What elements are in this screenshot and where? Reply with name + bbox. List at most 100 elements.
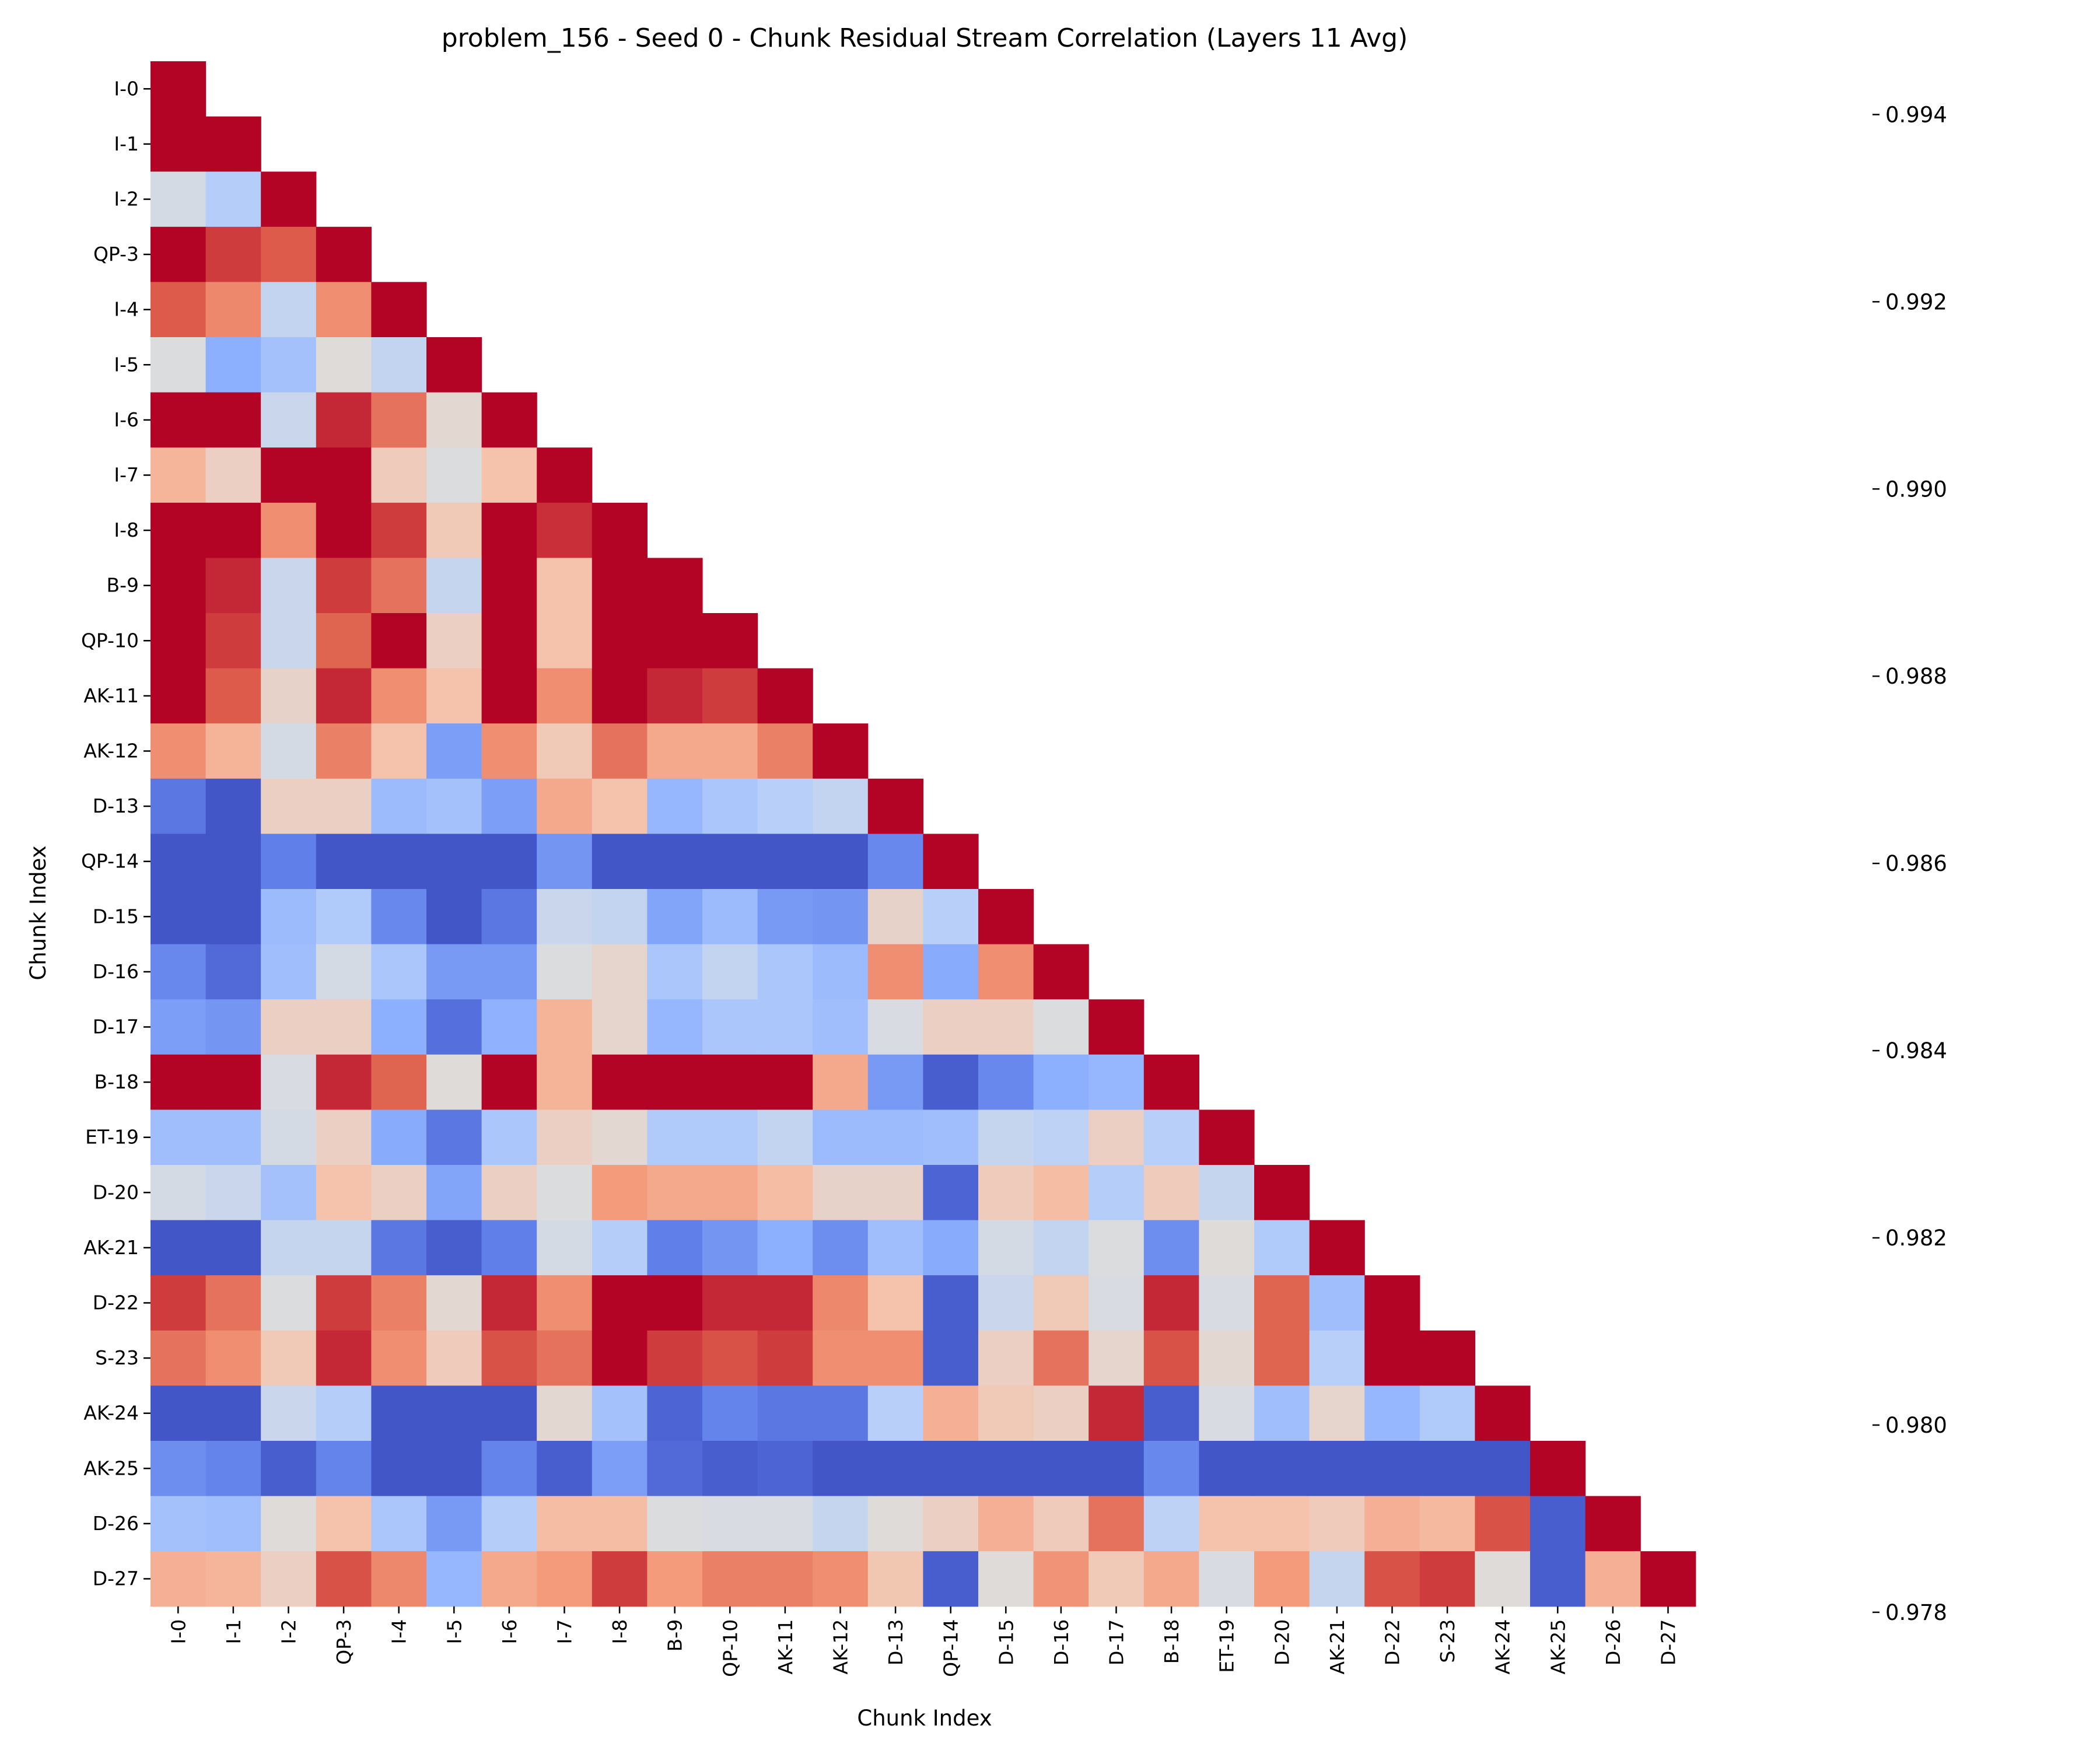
heatmap-cell-D-20-D-20 — [1254, 1165, 1310, 1221]
heatmap-cell-ET-19-AK-11 — [757, 1110, 813, 1166]
colorbar-tick-label: 0.980 — [1885, 1413, 1947, 1438]
heatmap-cell-AK-25-I-0 — [150, 1441, 206, 1497]
heatmap-cell-I-6-I-5 — [426, 392, 482, 448]
heatmap-cell-I-7-I-1 — [205, 447, 261, 503]
heatmap-cell-AK-11-QP-10 — [702, 668, 758, 724]
heatmap-cell-D-27-D-26 — [1585, 1551, 1641, 1607]
heatmap-cell-D-20-I-4 — [371, 1165, 427, 1221]
x-tick-label-ET-19: ET-19 — [1216, 1619, 1238, 1673]
heatmap-cell-AK-12-AK-11 — [757, 723, 813, 779]
heatmap-cell-D-27-D-16 — [1033, 1551, 1089, 1607]
heatmap-cell-QP-10-I-6 — [481, 613, 537, 669]
heatmap-cell-D-26-I-6 — [481, 1496, 537, 1552]
heatmap-cell-D-15-QP-10 — [702, 889, 758, 945]
heatmap-cell-AK-11-I-2 — [261, 668, 317, 724]
heatmap-cell-D-27-AK-11 — [757, 1551, 813, 1607]
heatmap-cell-D-16-B-9 — [647, 944, 703, 1000]
y-tick-label-B-9: B-9 — [106, 574, 139, 597]
heatmap-cell-D-20-I-7 — [537, 1165, 593, 1221]
heatmap-cell-QP-10-I-1 — [205, 613, 261, 669]
colorbar-tick-label: 0.986 — [1885, 851, 1947, 876]
heatmap-cell-ET-19-D-13 — [867, 1110, 923, 1166]
heatmap-cell-D-16-AK-12 — [813, 944, 869, 1000]
heatmap-cell-I-8-I-5 — [426, 502, 482, 558]
heatmap-cell-AK-25-D-15 — [978, 1441, 1034, 1497]
heatmap-cell-D-27-D-22 — [1364, 1551, 1420, 1607]
heatmap-cell-QP-14-QP-14 — [923, 834, 979, 890]
heatmap-cell-D-16-I-8 — [592, 944, 648, 1000]
heatmap-cell-D-16-AK-11 — [757, 944, 813, 1000]
heatmap-cell-S-23-I-6 — [481, 1330, 537, 1386]
heatmap-cell-D-16-QP-14 — [923, 944, 979, 1000]
heatmap-cell-S-23-I-2 — [261, 1330, 317, 1386]
heatmap-cell-D-20-ET-19 — [1199, 1165, 1255, 1221]
heatmap-cell-QP-14-I-8 — [592, 834, 648, 890]
heatmap-cell-AK-21-AK-12 — [813, 1220, 869, 1276]
heatmap-cell-I-6-I-6 — [481, 392, 537, 448]
heatmap-cell-I-4-I-0 — [150, 282, 206, 338]
x-tick-label-AK-21: AK-21 — [1326, 1619, 1349, 1675]
heatmap-cell-I-7-QP-3 — [316, 447, 372, 503]
heatmap-cell-D-22-D-17 — [1088, 1275, 1144, 1331]
heatmap-cell-S-23-I-4 — [371, 1330, 427, 1386]
heatmap-cell-I-6-I-4 — [371, 392, 427, 448]
heatmap-cell-D-22-I-5 — [426, 1275, 482, 1331]
heatmap-cell-D-27-I-2 — [261, 1551, 317, 1607]
heatmap-cell-D-26-I-2 — [261, 1496, 317, 1552]
heatmap-cell-D-20-I-0 — [150, 1165, 206, 1221]
heatmap-cell-AK-11-I-7 — [537, 668, 593, 724]
heatmap-cell-D-13-I-6 — [481, 778, 537, 834]
heatmap-cell-QP-10-I-2 — [261, 613, 317, 669]
heatmap-cell-D-17-D-16 — [1033, 999, 1089, 1055]
heatmap-cell-S-23-D-17 — [1088, 1330, 1144, 1386]
heatmap-cell-D-16-D-13 — [867, 944, 923, 1000]
heatmap-cell-D-27-AK-21 — [1309, 1551, 1365, 1607]
heatmap-cell-D-26-I-4 — [371, 1496, 427, 1552]
heatmap-cell-QP-14-I-2 — [261, 834, 317, 890]
heatmap-cell-B-18-I-0 — [150, 1054, 206, 1110]
y-tick-label-D-15: D-15 — [93, 905, 139, 928]
heatmap-cell-ET-19-I-5 — [426, 1110, 482, 1166]
colorbar-tick-label: 0.992 — [1885, 289, 1947, 314]
heatmap-cell-D-27-I-1 — [205, 1551, 261, 1607]
y-axis-ticks: I-0 I-1 I-2 QP-3 I-4 I-5 I-6 I-7 I-8 B-9 QP-10 AK-1… — [81, 77, 150, 1590]
heatmap-cell-AK-21-D-13 — [867, 1220, 923, 1276]
heatmap-cell-D-13-QP-3 — [316, 778, 372, 834]
heatmap-cell-D-17-I-7 — [537, 999, 593, 1055]
heatmap-cell-AK-25-D-17 — [1088, 1441, 1144, 1497]
heatmap-cell-D-22-I-6 — [481, 1275, 537, 1331]
heatmap-cell-S-23-QP-14 — [923, 1330, 979, 1386]
heatmap-cell-D-13-I-4 — [371, 778, 427, 834]
heatmap-cell-AK-11-I-8 — [592, 668, 648, 724]
heatmap-cell-AK-24-I-0 — [150, 1385, 206, 1441]
heatmap-cell-B-18-B-18 — [1143, 1054, 1199, 1110]
heatmap-cell-AK-21-D-20 — [1254, 1220, 1310, 1276]
heatmap-cells — [150, 61, 1696, 1607]
heatmap-cell-S-23-I-5 — [426, 1330, 482, 1386]
heatmap-cell-D-20-B-18 — [1143, 1165, 1199, 1221]
heatmap-cell-D-27-QP-3 — [316, 1551, 372, 1607]
heatmap-cell-B-9-B-9 — [647, 558, 703, 614]
heatmap-cell-D-26-D-13 — [867, 1496, 923, 1552]
x-axis-label: Chunk Index — [857, 1706, 992, 1731]
heatmap-cell-D-13-I-8 — [592, 778, 648, 834]
heatmap-cell-I-4-I-1 — [205, 282, 261, 338]
heatmap-cell-S-23-AK-12 — [813, 1330, 869, 1386]
heatmap-cell-I-6-I-0 — [150, 392, 206, 448]
heatmap-cell-ET-19-B-18 — [1143, 1110, 1199, 1166]
heatmap-cell-AK-21-I-6 — [481, 1220, 537, 1276]
heatmap-cell-D-15-I-4 — [371, 889, 427, 945]
heatmap-cell-B-18-I-2 — [261, 1054, 317, 1110]
heatmap-cell-QP-10-B-9 — [647, 613, 703, 669]
heatmap-cell-AK-21-I-2 — [261, 1220, 317, 1276]
heatmap-cell-D-27-QP-14 — [923, 1551, 979, 1607]
heatmap-cell-D-27-QP-10 — [702, 1551, 758, 1607]
x-tick-label-QP-3: QP-3 — [332, 1619, 355, 1665]
heatmap-cell-B-18-AK-12 — [813, 1054, 869, 1110]
x-tick-label-S-23: S-23 — [1436, 1619, 1459, 1663]
colorbar-tick-label: 0.982 — [1885, 1226, 1947, 1251]
heatmap-cell-D-22-D-16 — [1033, 1275, 1089, 1331]
heatmap-cell-D-13-I-0 — [150, 778, 206, 834]
heatmap-cell-AK-24-D-16 — [1033, 1385, 1089, 1441]
heatmap-cell-B-9-I-0 — [150, 558, 206, 614]
